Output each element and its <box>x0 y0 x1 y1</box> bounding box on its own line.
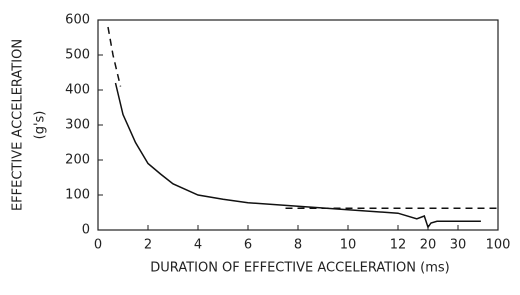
x-tick-label: 10 <box>340 238 357 253</box>
x-tick-label: 100 <box>486 238 511 253</box>
data-line <box>114 82 481 229</box>
y-tick-label: 600 <box>65 13 90 28</box>
y-tick-label: 500 <box>65 48 90 63</box>
plot-frame <box>97 19 499 231</box>
x-tick-label: 4 <box>194 238 202 253</box>
y-tick-label: 0 <box>82 223 90 238</box>
y-tick-label: 400 <box>65 83 90 98</box>
x-tick-label: 2 <box>144 238 152 253</box>
y-tick-label: 200 <box>65 153 90 168</box>
x-tick-label: 30 <box>450 238 467 253</box>
x-tick-label: 8 <box>294 238 302 253</box>
y-axis-unit: (g's) <box>33 111 48 140</box>
x-tick-label: 6 <box>244 238 252 253</box>
y-tick-label: 100 <box>65 188 90 203</box>
data-line <box>107 26 498 210</box>
y-axis-label: EFFECTIVE ACCELERATION <box>11 39 26 211</box>
x-tick-label: 12 <box>390 238 407 253</box>
y-tick-label: 300 <box>65 118 90 133</box>
x-tick-label: 20 <box>420 238 437 253</box>
x-tick-label: 0 <box>94 238 102 253</box>
x-axis-label: DURATION OF EFFECTIVE ACCELERATION (ms) <box>150 261 449 276</box>
